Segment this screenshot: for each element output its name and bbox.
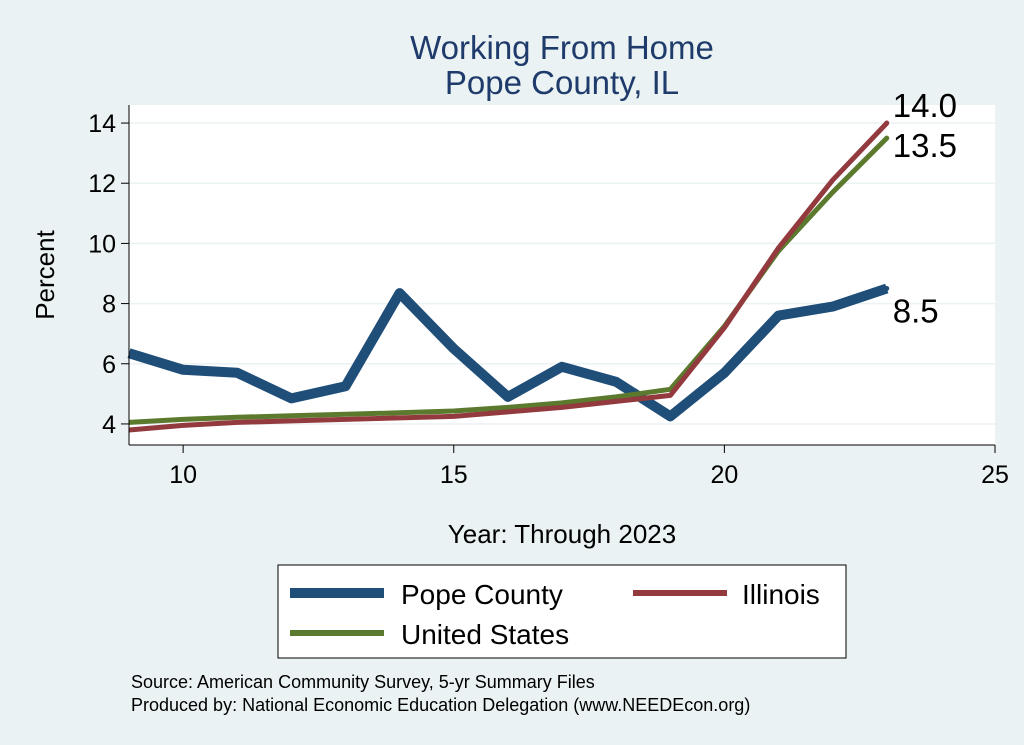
series-layer <box>127 120 890 433</box>
y-tick-label: 8 <box>102 291 116 319</box>
x-tick-label: 15 <box>440 461 468 489</box>
end-labels: 8.5 14.013.5 <box>893 87 957 329</box>
legend-label-pope-county: Pope County <box>401 579 563 610</box>
x-tick-label: 10 <box>169 461 197 489</box>
x-axis-label: Year: Through 2023 <box>448 519 676 549</box>
legend-label-illinois: Illinois <box>742 579 820 610</box>
series-line-illinois <box>128 121 889 433</box>
chart-subtitle: Pope County, IL <box>445 64 679 101</box>
series-end-point <box>884 135 890 141</box>
produced-note: Produced by: National Economic Education… <box>131 695 750 715</box>
series-end-point <box>884 120 890 126</box>
y-tick-label: 4 <box>102 411 116 439</box>
end-label-united-states: 13.5 <box>893 127 957 164</box>
gridlines <box>129 122 995 425</box>
end-label-pope-county: 8.5 <box>893 293 939 330</box>
y-tick-label: 12 <box>88 170 116 198</box>
y-tick-label: 14 <box>88 110 116 138</box>
series-line-pope-county <box>127 283 889 422</box>
y-tick-label: 10 <box>88 230 116 258</box>
x-tick-label: 20 <box>710 461 738 489</box>
chart-title: Working From Home <box>410 29 714 66</box>
end-label-illinois: 14.0 <box>893 87 957 124</box>
y-axis-label: Percent <box>30 229 60 319</box>
y-tick-label: 6 <box>102 351 116 379</box>
x-ticks: 10 15 20 25 <box>169 445 1009 489</box>
legend-box <box>277 564 847 659</box>
x-tick-label: 25 <box>981 461 1009 489</box>
legend-label-united-states: United States <box>401 619 569 650</box>
y-ticks: 4 6 8 10 12 14 <box>88 110 129 439</box>
series-end-point <box>884 286 890 292</box>
legend: Pope County Illinois United States <box>277 564 847 659</box>
source-note: Source: American Community Survey, 5-yr … <box>131 672 595 692</box>
plot-area <box>129 105 995 445</box>
